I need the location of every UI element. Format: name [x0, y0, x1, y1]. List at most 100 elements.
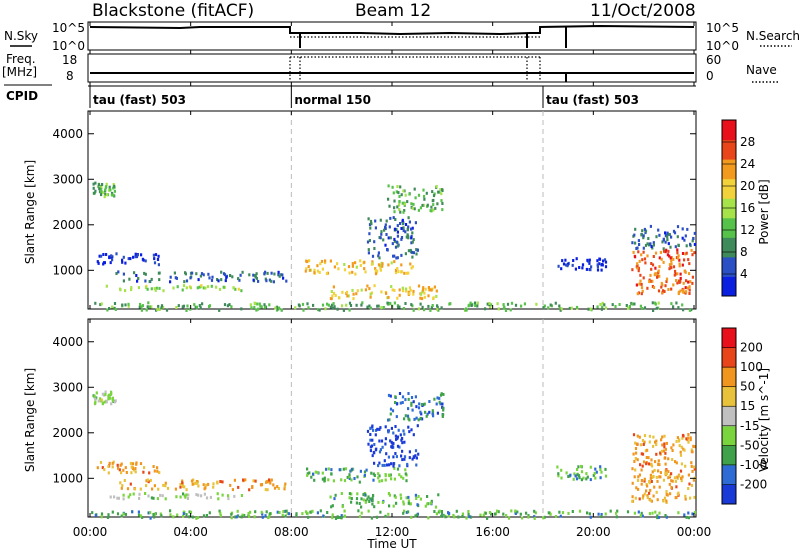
scatter-cell	[421, 297, 424, 301]
scatter-cell	[355, 497, 359, 501]
scatter-cell	[110, 402, 113, 406]
scatter-cell	[343, 479, 347, 483]
scatter-cell	[301, 302, 305, 306]
scatter-cell	[282, 276, 285, 280]
scatter-cell	[249, 303, 252, 307]
scatter-cell	[212, 485, 215, 489]
scatter-cell	[664, 240, 667, 244]
scatter-cell	[191, 515, 194, 519]
scatter-cell	[387, 492, 390, 495]
scatter-cell	[470, 304, 473, 307]
scatter-cell	[376, 427, 379, 431]
scatter-cell	[675, 496, 678, 500]
scatter-cell	[417, 418, 420, 422]
scatter-cell	[387, 393, 391, 397]
scatter-cell	[286, 511, 289, 515]
scatter-cell	[119, 481, 122, 485]
scatter-cell	[652, 474, 655, 478]
scatter-cell	[306, 302, 309, 306]
scatter-cell	[402, 289, 405, 293]
scatter-cell	[666, 253, 669, 257]
scatter-cell	[684, 464, 687, 468]
scatter-cell	[220, 278, 223, 282]
scatter-cell	[660, 438, 663, 442]
scatter-cell	[640, 479, 643, 482]
y-tick-label: 4000	[52, 335, 83, 349]
scatter-cell	[408, 456, 411, 460]
scatter-cell	[389, 407, 393, 411]
scatter-cell	[144, 286, 148, 290]
scatter-cell	[401, 449, 404, 453]
scatter-cell	[663, 496, 667, 500]
scatter-cell	[387, 430, 390, 434]
colorbar-tick-label: -15	[740, 419, 760, 433]
scatter-cell	[482, 513, 485, 517]
scatter-cell	[549, 512, 552, 516]
scatter-cell	[221, 480, 224, 484]
scatter-cell	[670, 479, 673, 483]
scatter-cell	[377, 500, 380, 504]
scatter-cell	[270, 271, 273, 275]
scatter-cell	[672, 305, 675, 309]
scatter-cell	[670, 235, 673, 239]
scatter-cell	[404, 398, 407, 402]
scatter-cell	[105, 185, 108, 189]
scatter-cell	[395, 190, 398, 194]
scatter-cell	[359, 469, 362, 473]
scatter-cell	[137, 510, 140, 514]
scatter-cell	[689, 242, 692, 246]
scatter-cell	[394, 271, 398, 275]
scatter-cell	[678, 258, 681, 262]
scatter-cell	[410, 403, 413, 407]
scatter-cell	[108, 396, 111, 400]
scatter-cell	[662, 247, 665, 251]
scatter-cell	[122, 468, 125, 472]
scatter-cell	[368, 223, 372, 227]
colorbar-swatch	[722, 484, 736, 505]
scatter-cell	[409, 502, 412, 506]
scatter-cell	[683, 448, 686, 452]
scatter-cell	[691, 512, 694, 516]
x-tick-label: 00:00	[677, 525, 712, 539]
scatter-cell	[101, 392, 104, 396]
scatter-cell	[313, 268, 316, 272]
scatter-cell	[426, 412, 429, 416]
scatter-cell	[688, 272, 691, 276]
scatter-cell	[444, 515, 447, 519]
scatter-cell	[95, 391, 98, 395]
scatter-cell	[667, 249, 670, 253]
scatter-cell	[417, 494, 420, 498]
scatter-cell	[693, 243, 696, 246]
scatter-cell	[417, 193, 421, 197]
scatter-cell	[285, 509, 288, 513]
scatter-cell	[414, 395, 417, 399]
scatter-cell	[363, 473, 366, 477]
scatter-cell	[692, 478, 695, 482]
scatter-cell	[348, 475, 351, 479]
scatter-cell	[400, 270, 403, 274]
scatter-cell	[677, 243, 680, 247]
scatter-cell	[392, 431, 395, 435]
scatter-cell	[543, 304, 546, 308]
scatter-cell	[684, 494, 687, 498]
scatter-cell	[136, 253, 139, 257]
scatter-cell	[182, 512, 185, 516]
scatter-cell	[587, 307, 590, 311]
nsky-right-tick-high: 10^5	[706, 21, 739, 35]
scatter-cell	[97, 185, 100, 189]
scatter-cell	[212, 482, 215, 486]
scatter-cell	[664, 451, 667, 455]
scatter-cell	[393, 206, 396, 210]
scatter-cell	[336, 262, 339, 266]
scatter-cell	[650, 262, 653, 265]
scatter-cell	[105, 284, 108, 288]
scatter-cell	[100, 186, 103, 190]
scatter-cell	[115, 252, 118, 256]
scatter-cell	[100, 515, 103, 519]
scatter-cell	[423, 194, 426, 198]
scatter-cell	[111, 258, 114, 262]
scatter-cell	[197, 493, 200, 497]
scatter-cell	[683, 238, 686, 242]
scatter-cell	[117, 496, 120, 500]
scatter-cell	[412, 308, 415, 312]
